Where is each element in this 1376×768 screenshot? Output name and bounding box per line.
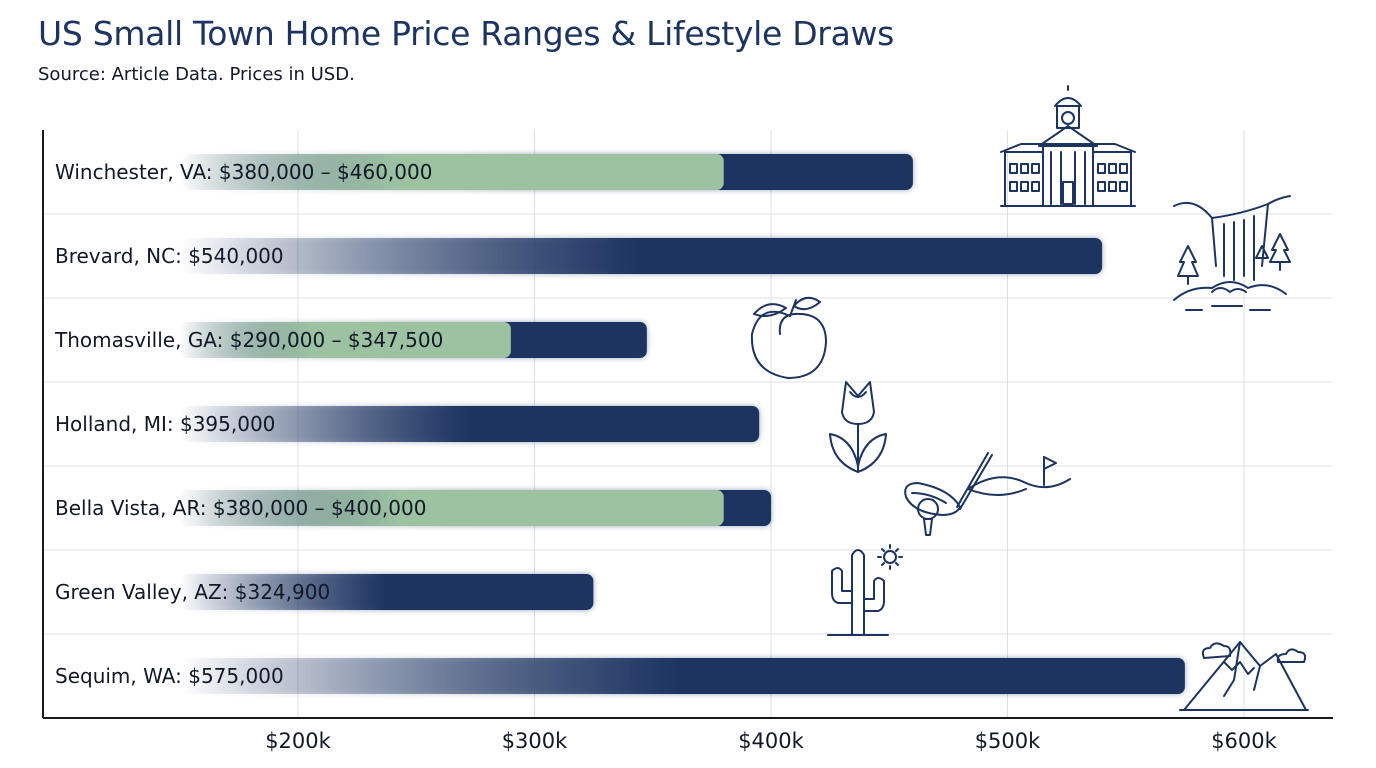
cactus-icon <box>827 544 903 636</box>
bar-label: Holland, MI: $395,000 <box>55 412 275 436</box>
bar-label: Green Valley, AZ: $324,900 <box>55 580 330 604</box>
bar <box>179 238 1103 274</box>
axes <box>42 130 1333 719</box>
bar-row: Thomasville, GA: $290,000 – $347,500 <box>54 322 647 358</box>
golf-icon <box>904 452 1071 536</box>
x-tick-label: $300k <box>502 729 568 753</box>
bar-row: Bella Vista, AR: $380,000 – $400,000 <box>55 490 771 526</box>
bar-range-low <box>179 154 724 190</box>
x-tick-labels: $200k $300k $400k $500k $600k <box>265 729 1277 753</box>
bar-range-low <box>179 322 511 358</box>
bar <box>179 658 1185 694</box>
bar-label: Brevard, NC: $540,000 <box>55 244 284 268</box>
bar-row: Brevard, NC: $540,000 <box>55 238 1103 274</box>
bar-label: Winchester, VA: $380,000 – $460,000 <box>55 160 432 184</box>
bar <box>179 574 594 610</box>
bar <box>179 406 760 442</box>
mountain-icon <box>1179 641 1309 711</box>
x-tick-label: $200k <box>265 729 331 753</box>
bar-row: Sequim, WA: $575,000 <box>55 658 1185 694</box>
bar-range-low <box>179 490 724 526</box>
bars: Winchester, VA: $380,000 – $460,000 Breva… <box>54 154 1185 694</box>
x-tick-label: $600k <box>1211 729 1277 753</box>
chart-subtitle: Source: Article Data. Prices in USD. <box>38 64 355 85</box>
x-tick-label: $400k <box>738 729 804 753</box>
lifestyle-icons <box>750 85 1309 711</box>
bar-label: Sequim, WA: $575,000 <box>55 664 284 688</box>
tulip-icon <box>829 381 887 473</box>
waterfall-icon <box>1173 195 1291 311</box>
bar-label: Thomasville, GA: $290,000 – $347,500 <box>54 328 443 352</box>
bar-label: Bella Vista, AR: $380,000 – $400,000 <box>55 496 426 520</box>
bar-row: Winchester, VA: $380,000 – $460,000 <box>55 154 913 190</box>
courthouse-icon <box>1000 85 1136 207</box>
chart-title: US Small Town Home Price Ranges & Lifest… <box>38 14 895 53</box>
bar-row: Green Valley, AZ: $324,900 <box>55 574 594 610</box>
bar-row: Holland, MI: $395,000 <box>55 406 760 442</box>
peach-icon <box>750 296 827 379</box>
x-tick-label: $500k <box>975 729 1041 753</box>
